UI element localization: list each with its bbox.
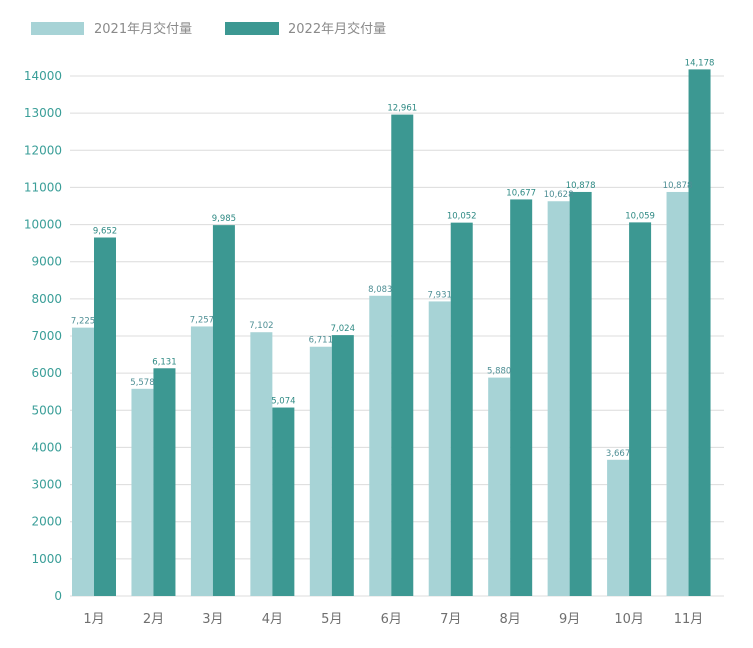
legend-label-2022: 2022年月交付量 [288, 21, 386, 37]
x-tick-label: 2月 [143, 612, 164, 627]
x-axis: 1月 2月 3月 4月 5月 6月 7月 8月 9月 10月 11月 [83, 612, 703, 627]
data-label-2022: 12,961 [387, 104, 417, 114]
bar-2022 [153, 368, 176, 596]
data-label-2021: 7,225 [71, 317, 95, 327]
data-label-2021: 7,931 [428, 290, 452, 300]
data-label-2022: 9,985 [212, 214, 236, 224]
data-label-2022: 10,059 [625, 211, 655, 221]
bar-2022 [510, 199, 533, 596]
bar-2021 [250, 332, 273, 596]
legend-item-2022: 2022年月交付量 [225, 21, 386, 37]
data-label-2021: 7,257 [190, 315, 214, 325]
x-tick-label: 11月 [674, 612, 704, 627]
data-label-2022: 6,131 [152, 357, 176, 367]
bars [72, 69, 711, 597]
x-tick-label: 9月 [559, 612, 580, 627]
bar-2022 [331, 335, 354, 596]
data-label-2022: 7,024 [331, 324, 355, 334]
y-tick-label: 12000 [24, 143, 62, 157]
bar-2022 [212, 225, 235, 596]
y-tick-label: 14000 [24, 69, 62, 83]
legend-label-2021: 2021年月交付量 [94, 21, 192, 37]
bar-2021 [666, 191, 689, 596]
data-label-2022: 10,677 [506, 188, 536, 198]
bar-2022 [688, 69, 711, 597]
y-tick-label: 11000 [24, 180, 62, 194]
data-labels: 7,225 9,652 5,578 6,131 7,257 9,985 7,102 5,074… [71, 58, 715, 458]
y-tick-label: 3000 [31, 478, 62, 492]
bar-2021 [72, 327, 94, 596]
y-tick-label: 0 [54, 589, 62, 603]
y-tick-label: 7000 [31, 329, 62, 343]
y-axis: 0 1000 2000 3000 4000 5000 6000 7000 8000 9000 100… [24, 69, 62, 603]
data-label-2021: 3,667 [606, 449, 630, 459]
data-label-2021: 5,578 [130, 378, 154, 388]
x-tick-label: 8月 [500, 612, 521, 627]
bar-2021 [428, 301, 451, 596]
x-tick-label: 4月 [262, 612, 283, 627]
data-label-2022: 10,052 [447, 212, 477, 222]
y-tick-label: 13000 [24, 106, 62, 120]
bar-2021 [547, 201, 570, 596]
bar-2022 [94, 237, 116, 597]
data-label-2021: 6,711 [309, 336, 333, 346]
x-tick-label: 6月 [381, 612, 402, 627]
legend-item-2021: 2021年月交付量 [31, 21, 192, 37]
y-tick-label: 4000 [31, 440, 62, 454]
bar-2021 [369, 295, 392, 596]
legend-swatch-2021 [31, 22, 84, 35]
bar-2022 [272, 407, 295, 596]
y-tick-label: 2000 [31, 515, 62, 529]
y-tick-label: 5000 [31, 403, 62, 417]
data-label-2021: 8,083 [368, 285, 392, 295]
x-tick-label: 3月 [202, 612, 223, 627]
bar-2022 [629, 222, 652, 596]
y-tick-label: 8000 [31, 292, 62, 306]
data-label-2021: 5,880 [487, 367, 511, 377]
bar-2022 [391, 114, 414, 596]
y-tick-label: 1000 [31, 552, 62, 566]
x-tick-label: 7月 [440, 612, 461, 627]
legend-swatch-2022 [225, 22, 279, 35]
y-tick-label: 10000 [24, 218, 62, 232]
y-tick-label: 9000 [31, 255, 62, 269]
data-label-2022: 5,074 [271, 397, 295, 407]
data-label-2021: 10,628 [544, 190, 574, 200]
data-label-2022: 9,652 [93, 226, 117, 236]
x-tick-label: 1月 [83, 612, 104, 627]
bar-2022 [569, 191, 592, 596]
data-label-2022: 10,878 [566, 181, 596, 191]
bar-2021 [131, 388, 154, 596]
legend: 2021年月交付量 2022年月交付量 [31, 21, 386, 37]
bar-2021 [309, 346, 332, 596]
y-tick-label: 6000 [31, 366, 62, 380]
data-label-2022: 14,178 [685, 58, 715, 68]
x-tick-label: 5月 [321, 612, 342, 627]
bar-2021 [190, 326, 213, 596]
data-label-2021: 7,102 [249, 321, 273, 331]
bar-2021 [607, 459, 630, 596]
bar-2021 [488, 377, 511, 596]
x-tick-label: 10月 [614, 612, 644, 627]
data-label-2021: 10,878 [663, 181, 693, 191]
bar-2022 [450, 222, 473, 596]
